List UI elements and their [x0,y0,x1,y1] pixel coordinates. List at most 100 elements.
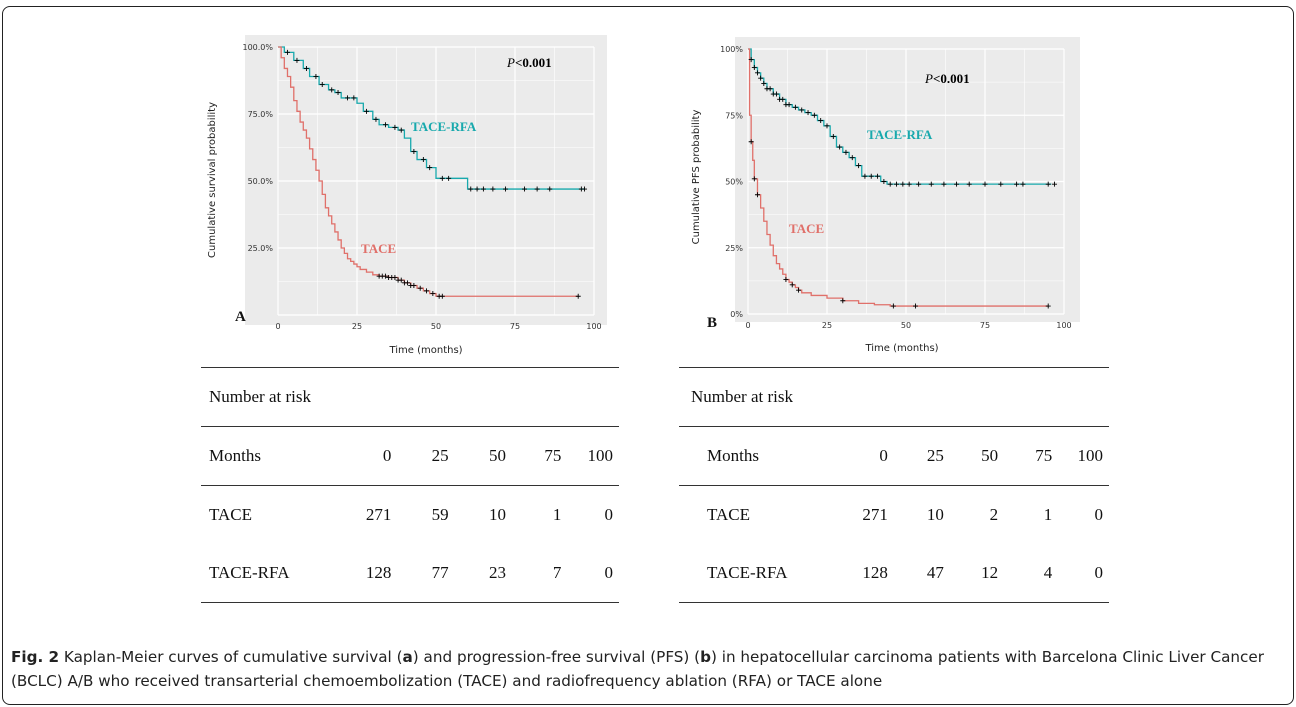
table-cell: 271 [862,505,888,524]
censor-mark [284,49,290,55]
censor-mark [427,165,433,171]
risk-table-a: Number at risk Months 0 25 50 75 100 TAC… [201,367,619,603]
censor-mark [758,75,764,81]
censor-mark [411,283,417,289]
x-axis-label: Time (months) [388,345,462,356]
censor-mark [748,57,754,63]
censor-mark [856,163,862,169]
censor-mark [363,108,369,114]
censor-mark [329,87,335,93]
censor-mark [754,192,760,198]
figure-label: Fig. 2 [11,648,60,666]
censor-mark [818,118,824,124]
table-row: TACE-RFA 128 77 23 7 0 [201,544,619,603]
x-axis-label: Time (months) [864,343,938,354]
censor-mark [998,181,1004,187]
table-cell: 271 [365,505,392,524]
censor-mark [345,95,351,101]
x-tick-label: 75 [510,322,520,331]
censor-mark [868,173,874,179]
censor-mark [392,274,398,280]
table-cell: 0 [1052,544,1109,603]
panel-label: A [235,309,246,325]
x-tick-label: 0 [745,321,750,330]
table-cell: 10 [489,505,506,524]
caption-text: ) in hepatocellular carcinoma patients w… [11,648,1264,690]
series-label-tace: TACE [361,241,396,256]
km-curve-tace-rfa [278,46,585,190]
censor-mark [900,181,906,187]
x-tick-label: 75 [980,321,990,330]
censor-mark [881,179,887,184]
table-cell: 0 [604,505,614,524]
censor-mark [313,73,319,79]
censor-mark [424,288,430,294]
censor-mark [303,65,309,71]
figure-caption: Fig. 2 Kaplan-Meier curves of cumulative… [11,645,1281,693]
censor-mark [480,186,486,192]
table-cell: 7 [506,544,562,603]
p-value-label: P<0.001 [924,71,970,86]
header-cell: 0 [333,426,392,486]
censor-mark [335,90,341,96]
caption-panel-b-ref: b [700,648,711,666]
x-tick-label: 50 [901,321,911,330]
censor-mark [887,181,893,187]
censor-mark [789,282,795,288]
header-cell: 100 [1052,426,1109,486]
censor-mark [849,155,855,161]
x-tick-label: 25 [822,321,832,330]
censor-mark [439,293,445,299]
caption-panel-a-ref: a [402,648,413,666]
risk-table-title: Number at risk [201,367,619,427]
header-cell: 75 [998,426,1053,486]
table-cell: 10 [926,505,944,524]
caption-text: ) and progression-free survival (PFS) ( [412,648,701,666]
table-cell: 2 [989,505,999,524]
header-cell: Months [679,426,830,486]
caption-text: Kaplan-Meier curves of cumulative surviv… [59,648,403,666]
censor-mark [373,116,379,122]
censor-mark [761,80,767,86]
y-tick-label: 0% [730,310,743,319]
censor-mark [474,186,480,192]
table-row: TACE-RFA 128 47 12 4 0 [679,544,1109,603]
censor-mark [792,104,798,110]
censor-mark [382,122,388,128]
censor-mark [446,175,452,181]
table-cell: 128 [333,544,392,603]
panel-label: B [707,315,717,331]
censor-mark [417,285,423,291]
censor-mark [411,149,417,155]
censor-mark [780,96,786,102]
censor-mark [521,186,527,192]
censor-mark [916,181,922,187]
risk-table-b: Number at risk Months 0 25 50 75 100 TAC… [679,367,1109,603]
censor-mark [799,107,805,113]
series-label-tace: TACE [789,221,824,236]
x-tick-label: 25 [352,322,362,331]
censor-mark [773,91,779,97]
censor-mark [1014,181,1020,187]
censor-mark [862,173,868,179]
row-label: TACE-RFA [679,544,830,603]
censor-mark [875,173,881,179]
y-tick-label: 75% [725,111,743,120]
censor-mark [582,186,588,192]
censor-mark [786,102,792,108]
censor-mark [751,65,757,71]
censor-mark [748,139,754,145]
censor-mark [534,186,540,192]
censor-mark [351,95,357,101]
series-label-tacerfa: TACE-RFA [411,119,477,134]
header-cell: 100 [561,426,619,486]
y-tick-label: 50% [725,178,743,187]
censor-mark [398,277,404,283]
censor-mark [894,181,900,187]
y-tick-label: 50.0% [248,177,274,186]
table-cell: 4 [998,544,1053,603]
censor-mark [398,127,404,133]
table-cell: 23 [448,544,506,603]
x-tick-label: 100 [586,322,601,331]
